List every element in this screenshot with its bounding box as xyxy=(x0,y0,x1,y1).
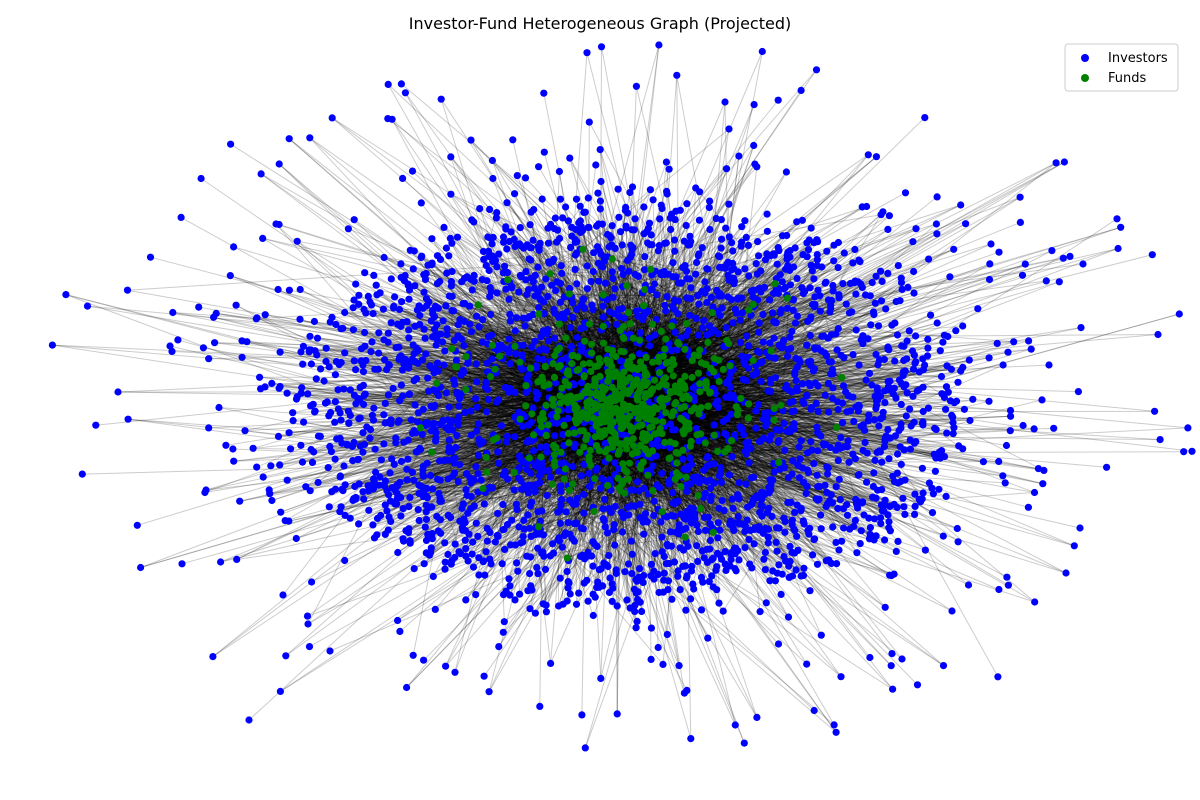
graph-edge xyxy=(416,376,555,380)
graph-edge xyxy=(644,289,829,301)
graph-edge xyxy=(345,439,494,486)
graph-edge xyxy=(331,283,776,453)
graph-edge xyxy=(633,391,846,447)
graph-edge xyxy=(637,369,870,540)
graph-edge xyxy=(661,330,868,454)
graph-edge xyxy=(712,335,916,533)
graph-edge xyxy=(705,356,788,444)
graph-edge xyxy=(633,367,870,540)
graph-edge xyxy=(596,407,826,486)
graph-edge xyxy=(310,376,585,450)
graph-edge xyxy=(603,342,924,388)
graph-edge xyxy=(643,295,699,369)
graph-edge xyxy=(712,306,750,405)
figure-title: Investor-Fund Heterogeneous Graph (Proje… xyxy=(409,14,791,33)
graph-edge xyxy=(535,484,595,512)
graph-edge xyxy=(544,249,584,409)
graph-edge xyxy=(570,327,647,358)
graph-edge xyxy=(608,300,882,364)
graph-edge xyxy=(551,399,671,533)
graph-edge xyxy=(335,388,686,460)
graph-edge xyxy=(314,337,634,352)
graph-edge xyxy=(665,399,798,466)
graph-edge xyxy=(634,218,676,387)
graph-edge xyxy=(409,249,596,480)
graph-edge xyxy=(530,457,671,587)
graph-edge xyxy=(576,451,637,499)
graph-edge xyxy=(611,271,775,421)
graph-edge xyxy=(727,448,829,504)
